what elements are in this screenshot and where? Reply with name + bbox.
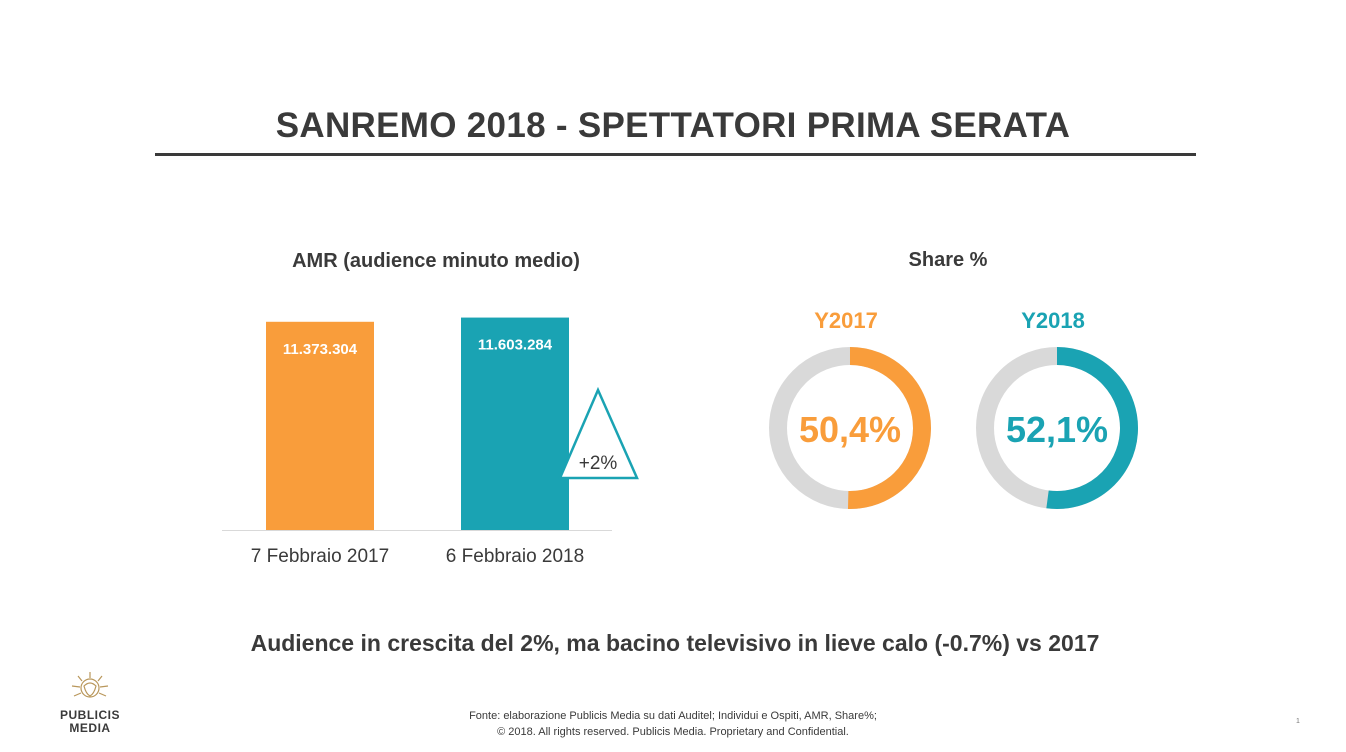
bar-2 — [461, 317, 569, 530]
donut-slice-2 — [1046, 347, 1138, 509]
bar-1 — [266, 321, 374, 530]
summary-message: Audience in crescita del 2%, ma bacino t… — [250, 630, 1100, 656]
donut-series-label-2: Y2018 — [1021, 308, 1085, 333]
logo-text-line1: PUBLICIS — [59, 708, 120, 722]
publicis-media-logo: PUBLICIS MEDIA — [50, 668, 130, 735]
logo-text-line2: MEDIA — [69, 721, 111, 735]
donut-slice-1 — [847, 347, 931, 509]
growth-annotation: +2% — [579, 453, 618, 474]
page-title: SANREMO 2018 - SPETTATORI PRIMA SERATA — [275, 106, 1071, 145]
source-line: Fonte: elaborazione Publicis Media su da… — [469, 710, 877, 722]
footer-note: Fonte: elaborazione Publicis Media su da… — [0, 708, 1346, 740]
title-divider — [155, 153, 1196, 156]
donut-series-label-1: Y2017 — [814, 308, 878, 333]
bar-value-label-1: 11.373.304 — [283, 341, 358, 358]
growth-triangle-icon — [558, 386, 639, 480]
lion-emblem-icon — [71, 672, 109, 698]
amr-chart-title: AMR (audience minuto medio) — [292, 250, 580, 272]
donut-value-label-1: 50,4% — [799, 409, 901, 450]
donut-value-label-2: 52,1% — [1006, 409, 1108, 450]
page-number: 1 — [1296, 718, 1300, 725]
bar-category-label-1: 7 Febbraio 2017 — [251, 546, 389, 567]
share-chart-title: Share % — [908, 249, 988, 271]
bar-category-label-2: 6 Febbraio 2018 — [446, 546, 584, 567]
copyright-line: © 2018. All rights reserved. Publicis Me… — [497, 726, 849, 738]
bar-value-label-2: 11.603.284 — [478, 337, 553, 354]
